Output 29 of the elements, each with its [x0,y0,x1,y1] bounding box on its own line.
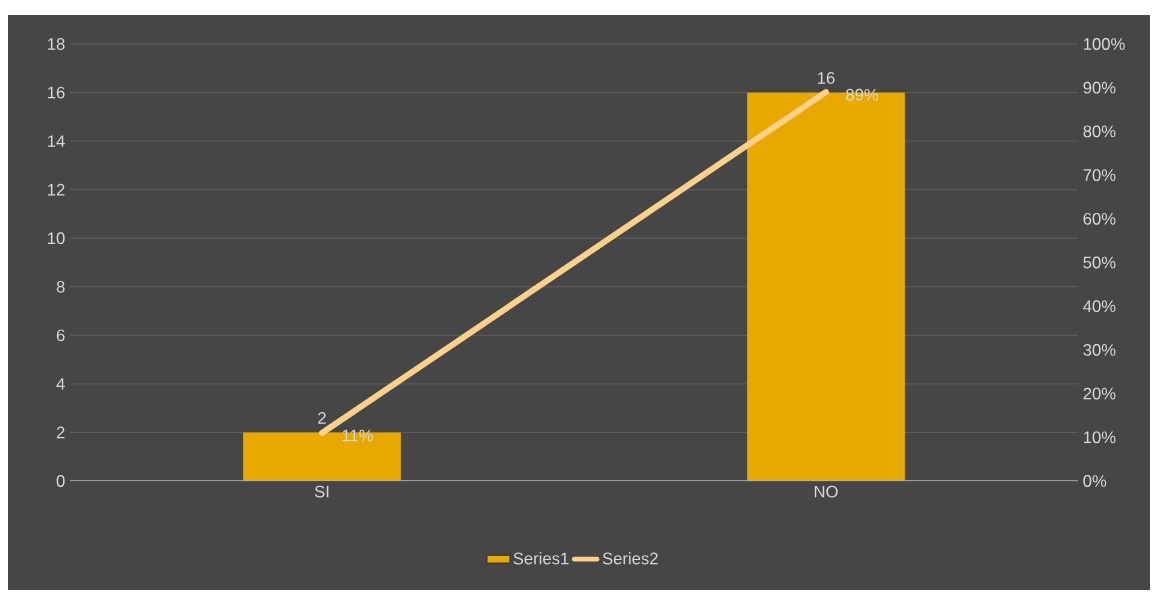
y2-tick-label: 70% [1083,169,1116,181]
y2-tick-label: 50% [1083,256,1116,269]
y-tick-label: 8 [56,280,65,293]
legend-label: Series1 [513,552,569,565]
y-tick-label: 12 [48,183,65,196]
data-label: 89% [846,88,879,101]
y-tick-label: 0 [56,475,65,487]
y2-tick-label: 80% [1083,125,1116,138]
y-tick-label: 6 [56,329,65,342]
y2-tick-label: 100% [1083,38,1125,50]
x-tick-label: NO [814,485,838,498]
y-tick-label: 16 [48,86,65,99]
y-tick-label: 4 [56,378,65,390]
y-tick-label: 2 [56,426,65,439]
data-label: 2 [318,412,326,424]
y-tick-label: 18 [48,38,65,50]
legend-label: Series2 [602,552,658,565]
x-tick-label: SI [314,485,329,498]
y2-tick-label: 10% [1083,431,1116,444]
y-tick-label: 10 [48,232,65,245]
y2-tick-label: 0% [1083,475,1107,487]
y2-tick-label: 30% [1083,344,1116,356]
y2-tick-label: 20% [1083,387,1116,400]
y2-tick-label: 60% [1083,212,1116,225]
y2-tick-label: 90% [1083,81,1116,94]
y2-tick-label: 40% [1083,300,1116,313]
data-label: 11% [342,429,373,442]
data-label: 16 [818,72,835,84]
y-tick-label: 14 [48,135,65,147]
